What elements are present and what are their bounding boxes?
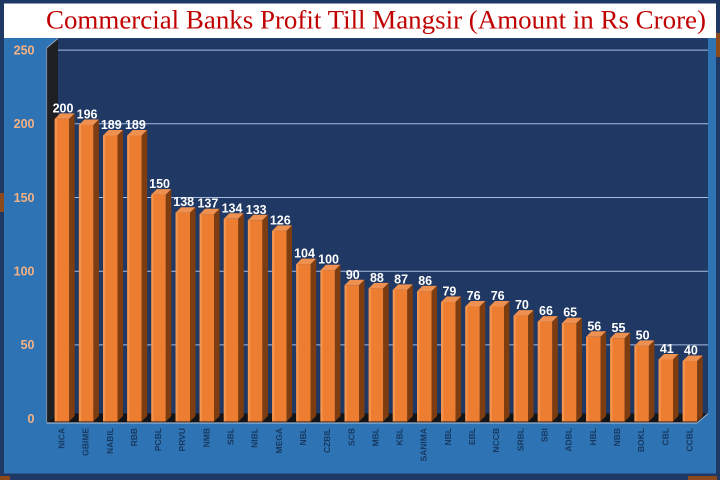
svg-text:ADBL: ADBL [564,428,574,452]
svg-text:40: 40 [684,344,698,358]
svg-text:88: 88 [370,271,384,285]
svg-text:CCBL: CCBL [684,428,694,452]
svg-text:0: 0 [28,412,35,426]
svg-text:PRVU: PRVU [177,428,187,451]
svg-text:104: 104 [294,247,315,261]
svg-text:50: 50 [636,328,650,342]
svg-text:87: 87 [394,272,408,286]
svg-text:189: 189 [125,118,146,132]
svg-text:50: 50 [21,338,35,352]
svg-text:GBIME: GBIME [81,428,91,456]
svg-text:126: 126 [270,213,291,227]
svg-text:HBL: HBL [588,428,598,445]
svg-text:SBI: SBI [540,428,550,442]
svg-text:NMB: NMB [201,428,211,447]
svg-text:137: 137 [197,197,218,211]
svg-text:138: 138 [173,195,194,209]
svg-text:250: 250 [14,43,35,57]
svg-text:100: 100 [14,265,35,279]
svg-text:RBB: RBB [129,428,139,446]
svg-text:SANIMA: SANIMA [419,428,429,462]
svg-text:86: 86 [418,274,432,288]
svg-text:Commercial Banks Profit Till M: Commercial Banks Profit Till Mangsir (Am… [46,6,706,35]
svg-text:CBL: CBL [660,428,670,445]
svg-text:134: 134 [222,201,243,215]
svg-text:196: 196 [77,108,98,122]
svg-text:66: 66 [539,304,553,318]
svg-text:79: 79 [442,285,456,299]
svg-text:200: 200 [53,101,74,115]
svg-text:NIBL: NIBL [250,428,260,448]
svg-text:MEGA: MEGA [274,428,284,454]
svg-text:76: 76 [467,289,481,303]
svg-text:MBL: MBL [370,428,380,446]
svg-text:55: 55 [612,321,626,335]
svg-text:90: 90 [346,268,360,282]
svg-text:150: 150 [149,177,170,191]
svg-text:41: 41 [660,342,674,356]
svg-text:NBL: NBL [298,428,308,445]
svg-text:56: 56 [587,319,601,333]
svg-text:133: 133 [246,203,267,217]
svg-text:NBB: NBB [612,428,622,446]
svg-text:NABIL: NABIL [105,428,115,454]
svg-text:NICA: NICA [57,428,67,449]
svg-text:SCB: SCB [346,428,356,446]
svg-text:70: 70 [515,298,529,312]
svg-text:65: 65 [563,306,577,320]
svg-text:150: 150 [14,191,35,205]
svg-text:SRBL: SRBL [515,428,525,451]
svg-text:SBL: SBL [226,428,236,445]
svg-text:200: 200 [14,117,35,131]
svg-text:KBL: KBL [395,428,405,445]
svg-text:76: 76 [491,289,505,303]
svg-text:BOKL: BOKL [636,428,646,452]
svg-text:PCBL: PCBL [153,428,163,451]
svg-text:EBL: EBL [467,428,477,445]
svg-text:100: 100 [318,253,339,267]
svg-text:NBL: NBL [443,428,453,445]
svg-text:189: 189 [101,118,122,132]
svg-text:CZBIL: CZBIL [322,428,332,453]
svg-text:NCCB: NCCB [491,428,501,453]
